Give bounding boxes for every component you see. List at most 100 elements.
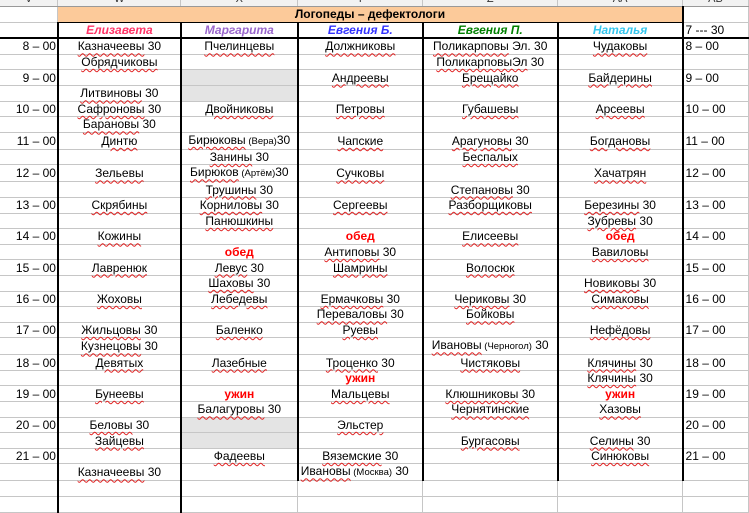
appointment-cell[interactable]: Обрядчиковы bbox=[56, 54, 182, 71]
appointment-cell[interactable] bbox=[421, 417, 559, 434]
appointment-cell[interactable]: Хачатрян bbox=[556, 164, 684, 183]
appointment-cell[interactable] bbox=[296, 116, 424, 133]
appointment-cell[interactable] bbox=[179, 306, 299, 323]
appointment-cell[interactable] bbox=[556, 149, 684, 166]
appointment-cell[interactable]: Занины 30 bbox=[179, 149, 299, 166]
appointment-cell[interactable]: Жоховы bbox=[56, 291, 182, 308]
time-label[interactable]: 17 – 00 bbox=[0, 322, 59, 339]
appointment-cell[interactable]: Жильцовы 30 bbox=[56, 322, 182, 339]
appointment-cell[interactable]: Корниловы 30 bbox=[179, 197, 299, 214]
appointment-cell[interactable] bbox=[179, 432, 299, 449]
column-header[interactable]: V bbox=[0, 0, 59, 7]
appointment-cell[interactable] bbox=[296, 149, 424, 166]
appointment-cell[interactable]: Шамрины bbox=[296, 259, 424, 276]
time-label[interactable]: 10 – 00 bbox=[0, 101, 59, 118]
time-label[interactable] bbox=[0, 116, 59, 133]
appointment-cell[interactable] bbox=[56, 275, 182, 292]
appointment-cell[interactable]: Бирюков (Артём)30 bbox=[179, 164, 299, 183]
appointment-cell[interactable] bbox=[421, 275, 559, 292]
appointment-cell[interactable] bbox=[56, 213, 182, 230]
appointment-cell[interactable]: Мальцевы bbox=[296, 385, 424, 403]
appointment-cell[interactable]: Двойниковы bbox=[179, 101, 299, 118]
appointment-cell[interactable]: Должниковы bbox=[296, 38, 424, 55]
appointment-cell[interactable] bbox=[56, 306, 182, 323]
time-label[interactable]: 16 – 00 bbox=[0, 291, 59, 308]
appointment-cell[interactable]: Чудаковы bbox=[556, 38, 684, 55]
appointment-cell[interactable]: Богдановы bbox=[556, 132, 684, 150]
appointment-cell[interactable]: Губашевы bbox=[421, 101, 559, 118]
appointment-cell[interactable]: Переваловы 30 bbox=[296, 306, 424, 323]
ab-time[interactable]: 12 – 00 bbox=[681, 164, 749, 183]
appointment-cell[interactable]: Левус 30 bbox=[179, 259, 299, 276]
appointment-cell[interactable] bbox=[556, 337, 684, 356]
ab-time[interactable]: 13 – 00 bbox=[681, 197, 749, 214]
time-label[interactable]: 12 – 00 bbox=[0, 164, 59, 183]
appointment-cell[interactable]: Вяземские 30 bbox=[296, 448, 424, 465]
appointment-cell[interactable]: Лебедевы bbox=[179, 291, 299, 308]
appointment-cell[interactable] bbox=[56, 244, 182, 261]
time-label[interactable]: 14 – 00 bbox=[0, 228, 59, 245]
appointment-cell[interactable]: Ермачковы 30 bbox=[296, 291, 424, 308]
time-label[interactable] bbox=[0, 463, 59, 482]
ab-time[interactable]: 20 – 00 bbox=[681, 417, 749, 434]
time-label[interactable] bbox=[0, 85, 59, 102]
appointment-cell[interactable]: Балагуровы 30 bbox=[179, 401, 299, 418]
time-label[interactable]: 19 – 00 bbox=[0, 385, 59, 403]
appointment-cell[interactable]: Скрябины bbox=[56, 197, 182, 214]
appointment-cell[interactable] bbox=[421, 463, 559, 482]
appointment-cell[interactable] bbox=[296, 337, 424, 356]
time-label[interactable] bbox=[0, 54, 59, 71]
sheet-title[interactable]: Логопеды – дефектологи bbox=[57, 6, 684, 23]
appointment-cell[interactable] bbox=[296, 401, 424, 418]
appointment-cell[interactable]: Чистяковы bbox=[421, 354, 559, 371]
appointment-cell[interactable]: Бунеевы bbox=[56, 385, 182, 403]
ab-time[interactable] bbox=[681, 213, 749, 230]
ab-time[interactable] bbox=[681, 337, 749, 356]
cell[interactable] bbox=[0, 480, 59, 498]
appointment-cell[interactable] bbox=[56, 370, 182, 387]
appointment-cell[interactable] bbox=[421, 448, 559, 465]
appointment-cell[interactable]: Фадеевы bbox=[179, 448, 299, 465]
time-label[interactable]: 21 – 00 bbox=[0, 448, 59, 465]
appointment-cell[interactable]: Арагуновы 30 bbox=[421, 132, 559, 150]
appointment-cell[interactable]: Казначеевы 30 bbox=[56, 38, 182, 55]
appointment-cell[interactable] bbox=[556, 116, 684, 133]
appointment-cell[interactable]: ПоликарповыЭл 30 bbox=[421, 54, 559, 71]
ab-time[interactable] bbox=[681, 463, 749, 482]
column-header[interactable]: AB bbox=[682, 0, 749, 7]
appointment-cell[interactable] bbox=[296, 54, 424, 71]
ab-time[interactable]: 11 – 00 bbox=[681, 132, 749, 150]
appointment-cell[interactable]: Сергеевы bbox=[296, 197, 424, 214]
time-label[interactable]: 8 – 00 bbox=[0, 38, 59, 55]
ab-time[interactable] bbox=[681, 306, 749, 323]
appointment-cell[interactable]: ужин bbox=[179, 385, 299, 403]
appointment-cell[interactable] bbox=[56, 149, 182, 166]
appointment-cell[interactable]: Сафроновы 30 bbox=[56, 101, 182, 118]
appointment-cell[interactable] bbox=[179, 85, 299, 102]
appointment-cell[interactable]: Беловы 30 bbox=[56, 417, 182, 434]
appointment-cell[interactable]: Трушины 30 bbox=[179, 181, 299, 198]
ab-time[interactable]: 18 – 00 bbox=[681, 354, 749, 371]
appointment-cell[interactable]: Березины 30 bbox=[556, 197, 684, 214]
appointment-cell[interactable] bbox=[179, 228, 299, 245]
ab-time[interactable] bbox=[681, 401, 749, 418]
appointment-cell[interactable]: Девятых bbox=[56, 354, 182, 371]
appointment-cell[interactable] bbox=[421, 85, 559, 102]
appointment-cell[interactable] bbox=[421, 370, 559, 387]
appointment-cell[interactable] bbox=[179, 116, 299, 133]
cell[interactable] bbox=[422, 480, 559, 498]
appointment-cell[interactable] bbox=[421, 213, 559, 230]
appointment-cell[interactable]: Бойковы bbox=[421, 306, 559, 323]
appointment-cell[interactable]: Лазебные bbox=[179, 354, 299, 371]
time-label[interactable] bbox=[0, 432, 59, 449]
ab-time[interactable] bbox=[681, 370, 749, 387]
cell[interactable] bbox=[56, 480, 182, 498]
time-label[interactable] bbox=[0, 370, 59, 387]
appointment-cell[interactable]: Симаковы bbox=[556, 291, 684, 308]
appointment-cell[interactable]: Чапские bbox=[296, 132, 424, 150]
appointment-cell[interactable] bbox=[556, 463, 684, 482]
appointment-cell[interactable] bbox=[556, 54, 684, 71]
appointment-cell[interactable]: Разборщиковы bbox=[421, 197, 559, 214]
time-label[interactable]: 9 – 00 bbox=[0, 69, 59, 86]
appointment-cell[interactable]: обед bbox=[179, 244, 299, 261]
